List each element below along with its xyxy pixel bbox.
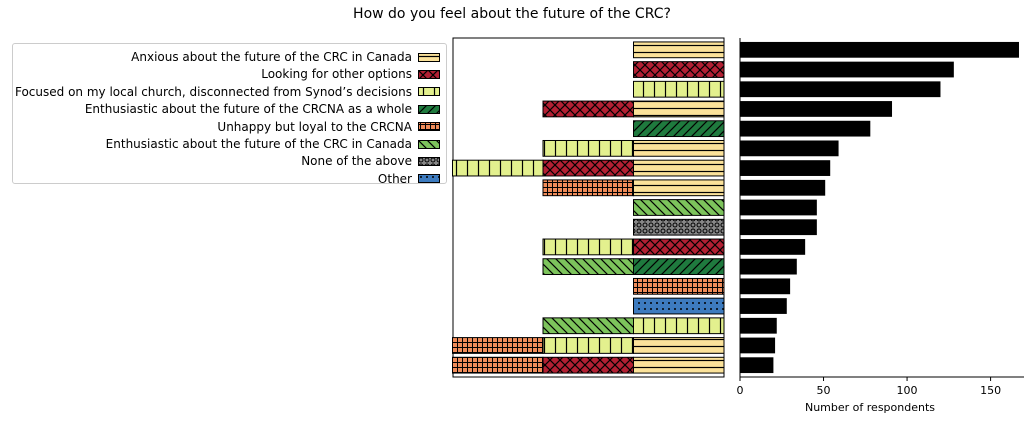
legend-item: Other bbox=[378, 171, 440, 187]
x-tick-label: 150 bbox=[980, 384, 1001, 397]
legend-swatch bbox=[418, 87, 440, 97]
respondent-bar bbox=[740, 219, 817, 236]
matrix-segment bbox=[633, 159, 725, 177]
matrix-segment bbox=[542, 159, 634, 177]
respondent-bar bbox=[740, 258, 797, 275]
respondent-bar bbox=[740, 239, 806, 255]
matrix-segment bbox=[633, 61, 725, 78]
matrix-segment bbox=[542, 139, 634, 157]
legend-item: Anxious about the future of the CRC in C… bbox=[131, 49, 440, 65]
matrix-segment bbox=[633, 356, 725, 374]
respondent-bar bbox=[740, 337, 776, 354]
x-axis-label: Number of respondents bbox=[805, 401, 935, 414]
legend-swatch bbox=[418, 104, 440, 114]
matrix-segment bbox=[633, 258, 725, 276]
legend-swatch bbox=[418, 174, 440, 184]
legend-item: Unhappy but loyal to the CRCNA bbox=[217, 119, 440, 135]
membership-matrix bbox=[452, 41, 725, 374]
matrix-segment bbox=[542, 258, 634, 276]
matrix-segment bbox=[633, 317, 725, 335]
matrix-segment bbox=[633, 41, 725, 59]
matrix-segment bbox=[452, 356, 544, 374]
matrix-segment bbox=[542, 238, 634, 256]
legend-label: Looking for other options bbox=[261, 67, 412, 82]
respondent-bar bbox=[740, 278, 791, 295]
legend-item: Enthusiastic about the future of the CRC… bbox=[106, 136, 440, 152]
legend-swatch bbox=[418, 156, 440, 166]
respondent-bar bbox=[740, 357, 774, 374]
matrix-segment bbox=[633, 179, 725, 197]
legend-item: Focused on my local church, disconnected… bbox=[15, 84, 440, 100]
respondent-bar bbox=[740, 120, 871, 137]
matrix-segment bbox=[633, 337, 725, 354]
matrix-segment bbox=[452, 337, 544, 354]
respondent-bar bbox=[740, 61, 954, 78]
matrix-segment bbox=[633, 238, 725, 256]
respondent-bar bbox=[740, 179, 826, 196]
legend-label: Enthusiastic about the future of the CRC… bbox=[84, 102, 412, 117]
matrix-segment bbox=[633, 120, 725, 138]
legend-label: None of the above bbox=[301, 154, 412, 169]
respondent-bar bbox=[740, 81, 941, 98]
matrix-segment bbox=[633, 277, 725, 295]
legend-label: Enthusiastic about the future of the CRC… bbox=[105, 137, 412, 151]
respondent-bar bbox=[740, 317, 777, 334]
respondent-bar bbox=[740, 160, 831, 176]
legend-item: Looking for other options bbox=[261, 66, 440, 82]
legend-swatch bbox=[418, 69, 440, 79]
legend-label: Focused on my local church, disconnected… bbox=[14, 84, 412, 99]
matrix-segment bbox=[542, 179, 634, 197]
legend-label: Other bbox=[377, 171, 412, 186]
legend-item: None of the above bbox=[301, 153, 440, 169]
legend-item: Enthusiastic about the future of the CRC… bbox=[85, 101, 440, 117]
matrix-segment bbox=[542, 337, 634, 354]
matrix-segment bbox=[633, 80, 725, 98]
matrix-segment bbox=[633, 199, 725, 216]
respondent-bars bbox=[740, 41, 1019, 374]
legend-label: Anxious about the future of the CRC in C… bbox=[131, 50, 412, 64]
respondent-bar bbox=[740, 298, 787, 314]
matrix-segment bbox=[452, 159, 544, 177]
matrix-segment bbox=[633, 100, 725, 118]
respondent-bar bbox=[740, 41, 1019, 58]
x-tick-label: 50 bbox=[817, 384, 831, 397]
legend-swatch bbox=[418, 122, 440, 132]
matrix-segment bbox=[633, 139, 725, 157]
matrix-segment bbox=[542, 317, 634, 335]
legend-swatch bbox=[418, 52, 440, 62]
chart-title: How do you feel about the future of the … bbox=[353, 6, 671, 22]
respondent-bar bbox=[740, 140, 839, 157]
x-tick-label: 0 bbox=[737, 384, 744, 397]
matrix-segment bbox=[542, 356, 634, 374]
matrix-segment bbox=[633, 218, 725, 236]
respondent-bar bbox=[740, 101, 893, 117]
matrix-segment bbox=[542, 100, 634, 118]
matrix-segment bbox=[633, 297, 725, 315]
legend-label: Unhappy but loyal to the CRCNA bbox=[217, 119, 412, 134]
legend-swatch bbox=[418, 139, 440, 149]
legend: Anxious about the future of the CRC in C… bbox=[12, 43, 447, 187]
respondent-bar bbox=[740, 199, 817, 216]
x-tick-label: 100 bbox=[897, 384, 918, 397]
